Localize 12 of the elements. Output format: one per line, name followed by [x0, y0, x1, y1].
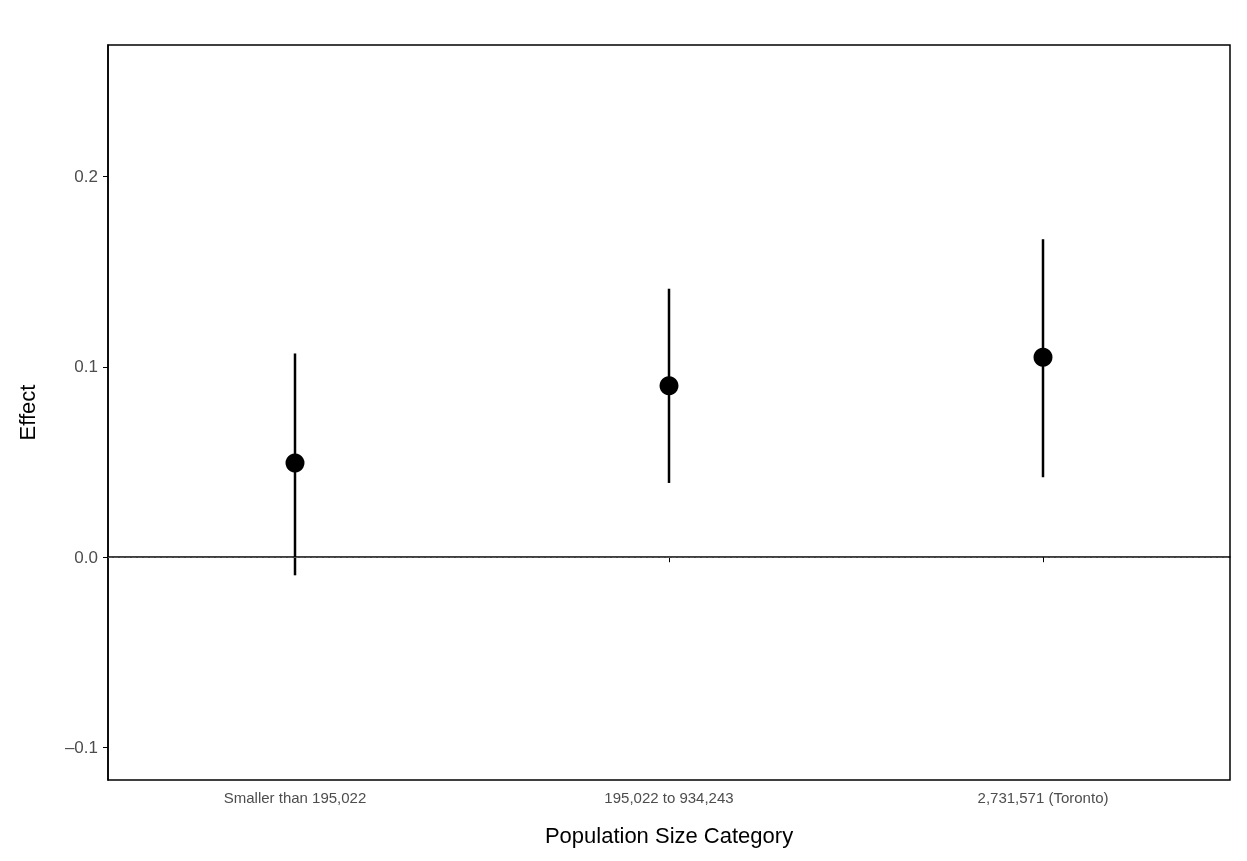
y-axis-title: Effect [14, 384, 40, 441]
text: 0.0 [74, 547, 98, 567]
y-tick-label: 0.1 [74, 357, 98, 377]
y-tick-label: 0.2 [74, 166, 98, 186]
y-tick-label: –0.1 [64, 738, 98, 758]
x-tick-label: 195,022 to 934,243 [604, 789, 734, 806]
point [1033, 347, 1053, 367]
x-tick-label: 2,731,571 (Toronto) [977, 789, 1109, 806]
point [659, 376, 679, 396]
x-tick-label: Smaller than 195,022 [223, 789, 367, 806]
x-axis-title: Population Size Category [544, 822, 794, 848]
point [285, 453, 305, 473]
